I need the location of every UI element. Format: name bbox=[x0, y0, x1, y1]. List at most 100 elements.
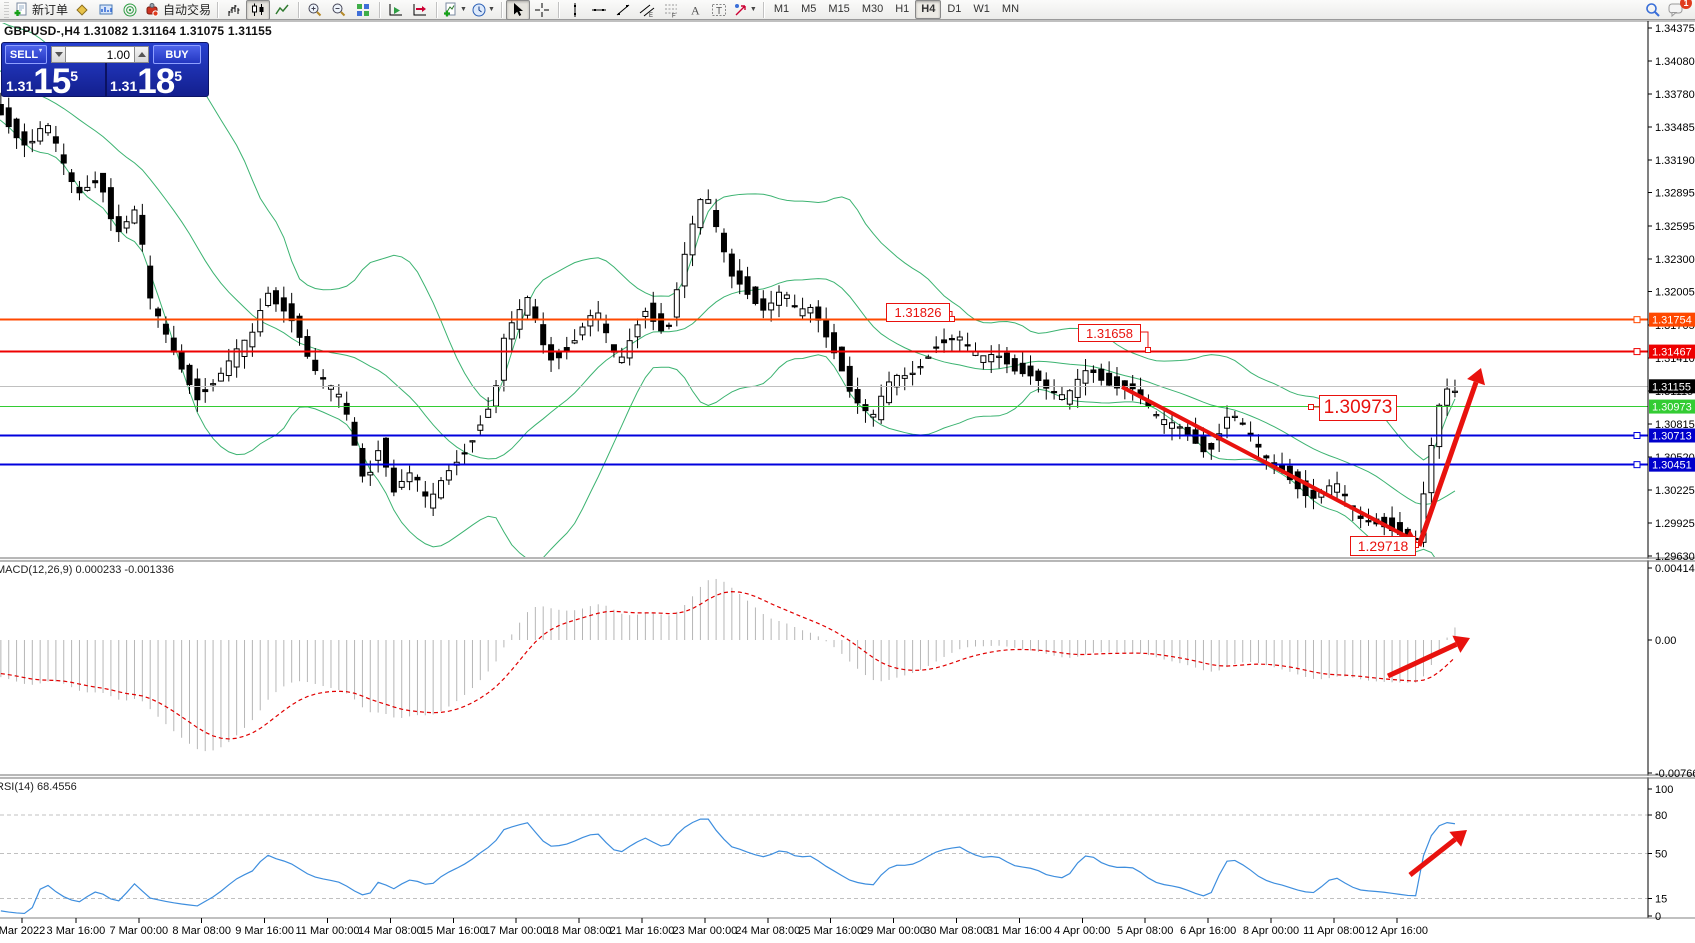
sell-button[interactable]: SELL ▾ bbox=[5, 45, 47, 64]
x-axis-date-label: 21 Mar 16:00 bbox=[610, 925, 675, 937]
y-axis-tick: 1.32895 bbox=[1655, 188, 1695, 200]
tab-mn[interactable]: MN bbox=[1001, 3, 1020, 15]
svg-text:1.31467: 1.31467 bbox=[1652, 347, 1692, 359]
buy-price-base: 1.31 bbox=[110, 78, 138, 94]
annotation-anchor[interactable] bbox=[949, 316, 955, 322]
channel-icon: E bbox=[639, 4, 655, 18]
chart-title: GBPUSD-,H4 1.31082 1.31164 1.31075 1.311… bbox=[4, 24, 272, 38]
tab-m1[interactable]: M1 bbox=[773, 3, 790, 15]
channel-button[interactable]: E bbox=[635, 0, 659, 20]
x-axis-date-label: 12 Apr 16:00 bbox=[1366, 925, 1428, 937]
clock-icon bbox=[472, 3, 486, 16]
autotrading-button[interactable]: 自动交易 bbox=[142, 0, 213, 20]
arrows-caret-icon: ▼ bbox=[749, 6, 757, 13]
line-handle[interactable] bbox=[1633, 461, 1641, 469]
tile-windows-button[interactable] bbox=[351, 0, 375, 20]
line-chart-button[interactable] bbox=[270, 0, 294, 20]
chart-shift-icon bbox=[413, 3, 427, 15]
crosshair-icon bbox=[534, 2, 549, 17]
tab-w1[interactable]: W1 bbox=[973, 3, 990, 15]
candlestick-chart-button[interactable] bbox=[246, 0, 271, 20]
market-watch-icon bbox=[99, 4, 113, 14]
vertical-line-button[interactable] bbox=[563, 0, 587, 20]
auto-scroll-icon bbox=[389, 3, 403, 15]
toolbar-grip[interactable] bbox=[4, 1, 9, 18]
x-axis-date-label: 24 Mar 08:00 bbox=[735, 925, 800, 937]
tab-h1[interactable]: H1 bbox=[895, 3, 910, 15]
notification-badge: 1 bbox=[1680, 0, 1692, 9]
price-annotation-label[interactable]: 1.30973 bbox=[1319, 395, 1397, 421]
volume-control bbox=[51, 46, 149, 63]
y-axis-tick: 1.32005 bbox=[1655, 287, 1695, 299]
annotation-anchor[interactable] bbox=[1145, 347, 1151, 353]
price-tag: 1.31754 bbox=[1649, 312, 1695, 327]
candlestick-icon bbox=[252, 3, 264, 16]
zoom-in-button[interactable] bbox=[303, 0, 327, 20]
price-annotation-label[interactable]: 1.31826 bbox=[886, 303, 950, 322]
search-icon bbox=[1646, 2, 1660, 17]
chart-frame bbox=[0, 20, 1695, 919]
rsi-axis-tick: 80 bbox=[1655, 810, 1667, 822]
y-axis-tick: 1.33485 bbox=[1655, 122, 1695, 134]
text-label-button[interactable]: T bbox=[707, 0, 731, 20]
price-tag: 1.31467 bbox=[1649, 344, 1695, 359]
x-axis-date-label: 18 Mar 08:00 bbox=[547, 925, 612, 937]
fibonacci-icon: F bbox=[664, 4, 677, 18]
buy-button[interactable]: BUY bbox=[153, 45, 201, 64]
search-button[interactable] bbox=[1641, 0, 1665, 20]
tab-m15[interactable]: M15 bbox=[828, 3, 850, 15]
volume-increase-button[interactable] bbox=[134, 46, 149, 63]
navigator-button[interactable] bbox=[118, 0, 142, 20]
macd-axis-tick: -0.007664 bbox=[1655, 768, 1695, 780]
text-button[interactable]: A bbox=[683, 0, 707, 20]
x-axis-date-label: 31 Mar 16:00 bbox=[987, 925, 1052, 937]
macd-axis-tick: 0.004144 bbox=[1655, 563, 1695, 575]
x-axis-date-label: 9 Mar 16:00 bbox=[235, 925, 294, 937]
x-axis-date-label: 11 Apr 08:00 bbox=[1303, 925, 1365, 937]
annotation-anchor[interactable] bbox=[1308, 404, 1314, 410]
rsi-axis-tick: 0 bbox=[1655, 911, 1661, 923]
zoom-out-icon bbox=[332, 3, 346, 16]
chart-shift-button[interactable] bbox=[408, 0, 432, 20]
trend-arrow[interactable] bbox=[1408, 830, 1467, 877]
y-axis-tick: 1.29925 bbox=[1655, 518, 1695, 530]
tab-h4[interactable]: H4 bbox=[915, 0, 942, 19]
new-order-icon bbox=[14, 2, 27, 16]
arrows-button[interactable]: ▼ bbox=[731, 0, 759, 20]
fibonacci-button[interactable]: F bbox=[659, 0, 683, 20]
new-order-button[interactable]: 新订单 bbox=[11, 0, 70, 20]
tab-m5[interactable]: M5 bbox=[801, 3, 817, 15]
price-annotation-label[interactable]: 1.29718 bbox=[1350, 536, 1416, 556]
crosshair-button[interactable] bbox=[530, 0, 554, 20]
notifications-button[interactable]: 1 bbox=[1665, 0, 1692, 20]
line-handle[interactable] bbox=[1633, 431, 1641, 439]
tab-m30[interactable]: M30 bbox=[861, 3, 884, 15]
auto-scroll-button[interactable] bbox=[384, 0, 408, 20]
volume-decrease-button[interactable] bbox=[51, 46, 66, 63]
hline-icon bbox=[591, 8, 606, 11]
line-handle[interactable] bbox=[1633, 348, 1641, 356]
indicators-button[interactable]: ▼ bbox=[441, 0, 469, 20]
volume-input[interactable] bbox=[66, 46, 134, 63]
period-caret-icon: ▼ bbox=[487, 6, 495, 13]
bar-chart-button[interactable] bbox=[222, 0, 246, 20]
x-axis-date-label: 8 Mar 08:00 bbox=[172, 925, 231, 937]
zoom-out-button[interactable] bbox=[327, 0, 351, 20]
chart-profile-button[interactable] bbox=[70, 0, 94, 20]
buy-price-point: 5 bbox=[174, 68, 182, 84]
horizontal-line-button[interactable] bbox=[587, 0, 611, 20]
line-handle[interactable] bbox=[1633, 316, 1641, 324]
trendline-button[interactable] bbox=[611, 0, 635, 20]
price-annotation-label[interactable]: 1.31658 bbox=[1078, 324, 1141, 342]
tab-d1[interactable]: D1 bbox=[947, 3, 962, 15]
cursor-button[interactable] bbox=[505, 0, 530, 20]
period-button[interactable]: ▼ bbox=[469, 0, 497, 20]
trend-arrow[interactable] bbox=[1416, 368, 1486, 547]
svg-text:1.30451: 1.30451 bbox=[1652, 460, 1692, 472]
arrows-icon bbox=[734, 3, 746, 15]
svg-text:E: E bbox=[649, 13, 653, 18]
market-watch-button[interactable] bbox=[94, 0, 118, 20]
trend-arrow[interactable] bbox=[1386, 635, 1470, 679]
